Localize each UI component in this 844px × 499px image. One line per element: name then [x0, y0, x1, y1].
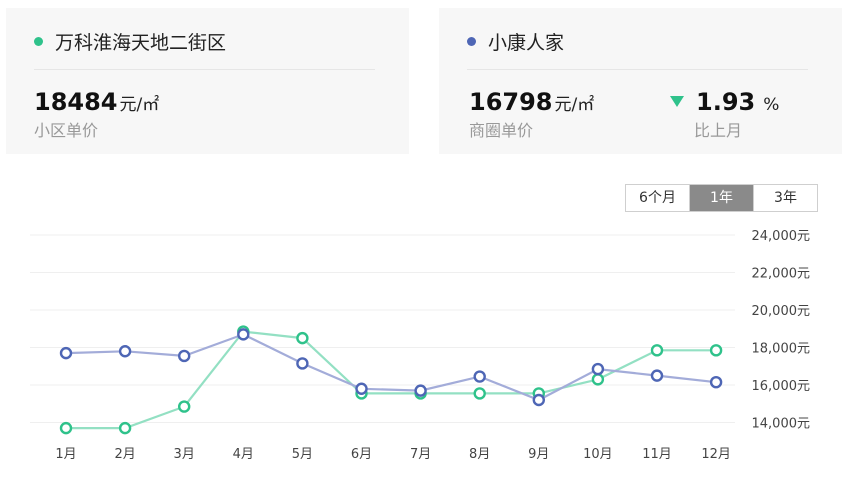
district-price-unit: 元/㎡ — [554, 95, 595, 115]
community-dot-icon — [34, 37, 43, 46]
y-tick-label: 20,000元 — [752, 304, 811, 319]
series-1-point — [296, 331, 309, 345]
series-points — [59, 325, 723, 435]
x-tick-label: 8月 — [469, 447, 490, 462]
district-price-label: 商圈单价 — [469, 121, 534, 140]
series-1-point — [532, 387, 545, 400]
divider — [467, 69, 808, 70]
x-tick-label: 10月 — [583, 447, 613, 462]
series-1-point — [237, 325, 250, 338]
monthly-change-block: 1.93% 比上月 — [670, 88, 779, 141]
y-tick-label: 14,000元 — [752, 417, 811, 432]
series-1-point — [118, 421, 132, 435]
y-tick-label: 22,000元 — [752, 267, 811, 282]
series-2-point — [296, 357, 309, 370]
series-2-point — [650, 369, 664, 382]
y-tick-label: 18,000元 — [752, 342, 811, 357]
series-1-point — [709, 344, 723, 357]
series-lines — [65, 330, 717, 430]
community-price-card: 万科淮海天地二街区 18484 元/㎡ 小区单价 — [6, 8, 409, 154]
community-price-block: 18484 元/㎡ 小区单价 — [34, 88, 159, 141]
community-header: 万科淮海天地二街区 — [34, 28, 226, 55]
grid-lines — [30, 234, 735, 423]
series-2-point — [709, 375, 723, 389]
x-tick-label: 4月 — [233, 447, 254, 462]
series-1-point — [355, 387, 368, 400]
x-tick-label: 2月 — [114, 447, 135, 462]
district-price-card: 小康人家 16798 元/㎡ 商圈单价 1.93% 比上月 — [439, 8, 842, 154]
change-label: 比上月 — [694, 121, 743, 140]
community-name: 万科淮海天地二街区 — [55, 32, 227, 54]
community-price-unit: 元/㎡ — [119, 95, 160, 115]
series-2-point — [591, 362, 605, 376]
range-option-3-years[interactable]: 3年 — [754, 185, 817, 211]
district-name: 小康人家 — [488, 32, 565, 54]
range-option-1-year[interactable]: 1年 — [690, 185, 754, 211]
x-tick-label: 9月 — [528, 447, 549, 462]
range-option-6-months[interactable]: 6个月 — [626, 185, 690, 211]
series-1-point — [59, 421, 73, 435]
series-1-point — [177, 400, 191, 413]
y-axis-labels: 14,000元 16,000元 18,000元 20,000元 22,000元 24,00… — [752, 229, 811, 432]
change-value: 1.93 — [696, 88, 756, 116]
x-tick-label: 1月 — [55, 447, 76, 462]
time-range-selector[interactable]: 6个月 1年 3年 — [625, 184, 818, 212]
community-price-value: 18484 — [34, 88, 118, 116]
community-price-label: 小区单价 — [34, 121, 99, 140]
series-2-point — [532, 393, 545, 407]
series-1-point — [591, 373, 605, 386]
series-line-1 — [66, 330, 717, 430]
series-2-point — [355, 382, 368, 395]
series-1-point — [650, 344, 664, 357]
x-tick-label: 12月 — [701, 447, 731, 462]
district-dot-icon — [467, 37, 476, 46]
x-tick-label: 5月 — [292, 447, 313, 462]
divider — [34, 69, 375, 70]
y-tick-label: 16,000元 — [752, 379, 811, 394]
y-tick-label: 24,000元 — [752, 229, 811, 244]
x-tick-label: 7月 — [410, 447, 431, 462]
district-header: 小康人家 — [467, 28, 564, 55]
district-price-block: 16798 元/㎡ 商圈单价 — [469, 88, 594, 141]
series-1-point — [473, 387, 486, 400]
x-tick-label: 3月 — [174, 447, 195, 462]
series-2-point — [414, 384, 427, 397]
x-tick-label: 6月 — [351, 447, 372, 462]
change-unit: % — [763, 95, 780, 115]
series-1-point — [414, 387, 427, 400]
down-arrow-icon — [670, 96, 684, 107]
series-2-point — [59, 346, 73, 360]
series-line-2 — [65, 333, 717, 402]
district-price-value: 16798 — [469, 88, 553, 116]
series-2-point — [473, 370, 486, 383]
series-2-point — [118, 345, 132, 358]
series-2-point — [237, 328, 250, 341]
x-tick-label: 11月 — [642, 447, 672, 462]
x-axis-labels: 1月 2月 3月 4月 5月 6月 7月 8月 9月 10月 11月 12月 — [55, 447, 731, 462]
series-2-point — [177, 349, 191, 363]
